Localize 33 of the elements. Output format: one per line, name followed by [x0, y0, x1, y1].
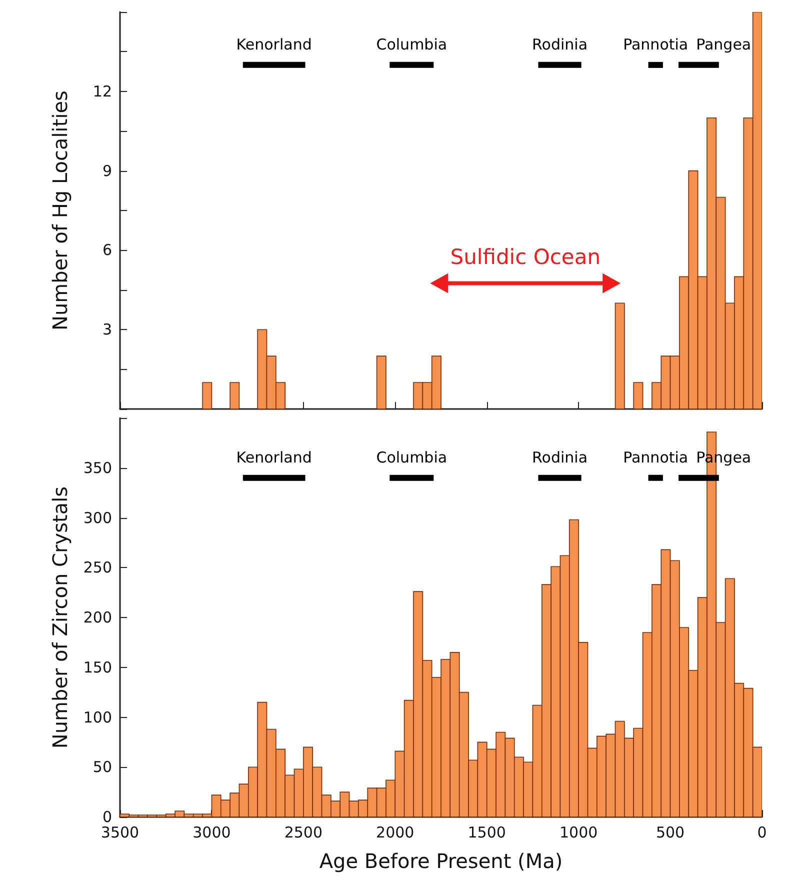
y-tick-label: 9	[102, 162, 112, 180]
x-tick-label: 1000	[559, 824, 598, 842]
x-tick-label: 1500	[468, 824, 506, 842]
y-tick-label: 200	[83, 608, 112, 626]
series-label: Pangea	[696, 35, 752, 54]
y-tick-label: 12	[92, 82, 112, 100]
y-tick-label: 6	[102, 241, 112, 260]
x-axis-title: Age Before Present (Ma)	[319, 849, 563, 873]
x-tick-label: 3000	[192, 824, 231, 842]
series-label: Rodinia	[532, 35, 588, 54]
y-tick-label: 3	[102, 320, 112, 339]
series-label: Sulfidic Ocean	[450, 244, 601, 269]
x-tick-label: 0	[757, 824, 767, 842]
x-tick-label: 2500	[284, 824, 323, 842]
series-label: Kenorland	[236, 35, 312, 54]
y-tick-label: 50	[92, 758, 112, 776]
y-tick-label: 250	[83, 558, 112, 577]
series-label: Kenorland	[236, 448, 312, 466]
y-tick-label: 0	[102, 808, 112, 826]
y-axis-title: Number of Zircon Crystals	[48, 486, 72, 749]
x-tick-label: 3500	[100, 824, 140, 842]
series-label: Pannotia	[623, 35, 688, 54]
x-tick-label: 500	[656, 824, 685, 842]
series-label: Rodinia	[532, 448, 588, 466]
series-label: Pannotia	[623, 448, 688, 466]
y-tick-label: 300	[83, 508, 112, 527]
y-tick-label: 150	[83, 658, 112, 676]
series-label: Columbia	[376, 448, 448, 466]
series-label: Columbia	[376, 35, 448, 54]
y-axis-title: Number of Hg Localities	[48, 90, 72, 330]
y-tick-label: 100	[83, 708, 112, 726]
y-tick-label: 350	[83, 458, 112, 477]
x-tick-label: 2000	[376, 824, 414, 842]
